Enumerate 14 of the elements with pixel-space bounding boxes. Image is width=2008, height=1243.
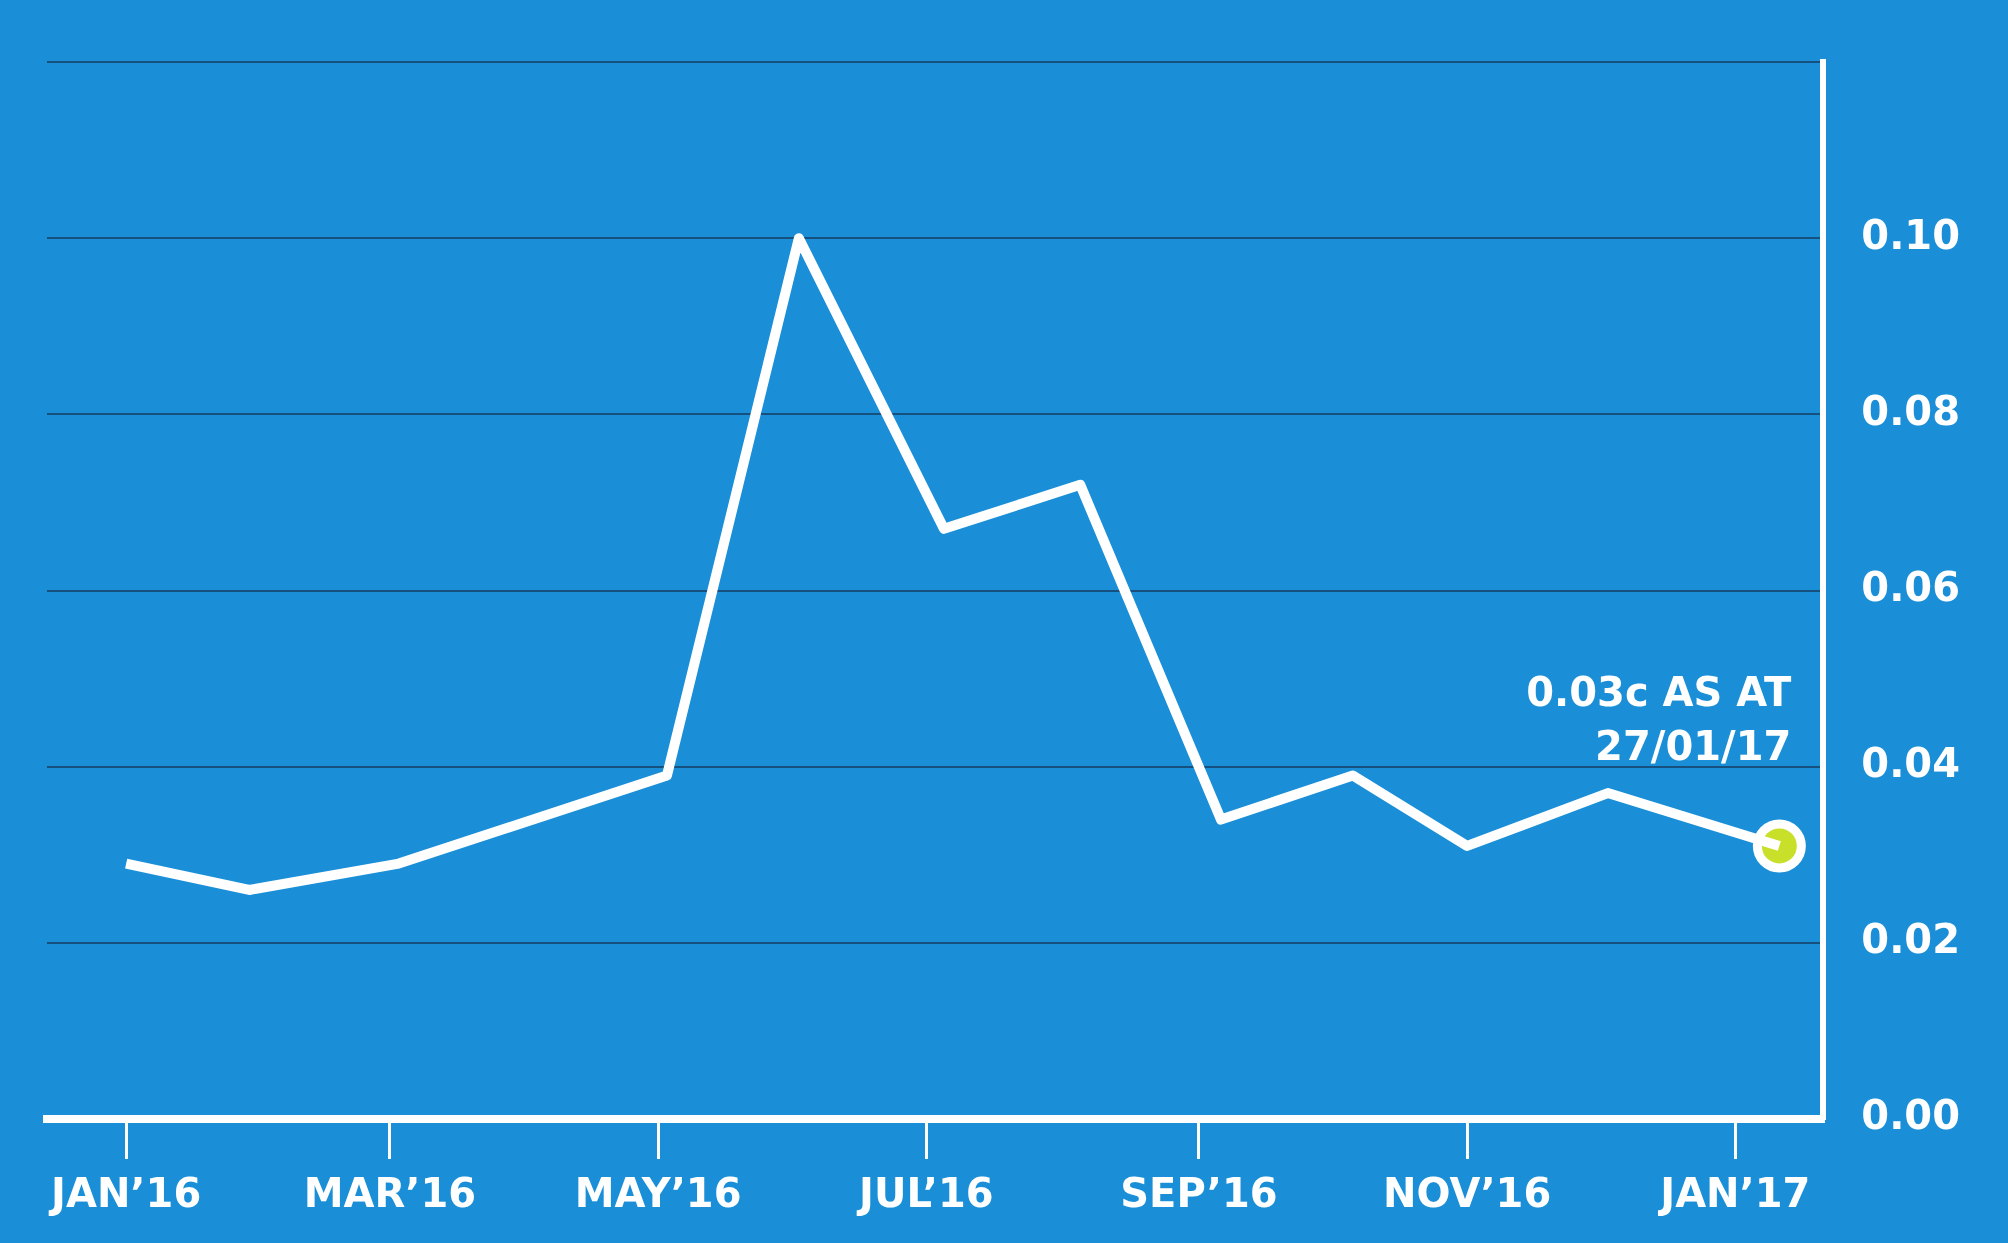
x-tick-label: JAN’17 [1657,1170,1811,1217]
x-tick-label: MAY’16 [574,1170,742,1217]
x-tick-label: JUL’16 [856,1170,994,1217]
annotation: 0.03c AS AT 27/01/17 [1526,668,1793,769]
x-tick-label: MAR’16 [303,1170,477,1217]
y-tick-label: 0.06 [1861,563,1961,610]
y-tick-label: 0.02 [1861,916,1961,963]
y-tick-label: 0.04 [1861,740,1961,787]
x-tick-label: NOV’16 [1383,1170,1552,1217]
y-tick-label: 0.00 [1861,1092,1961,1139]
y-tick-label: 0.10 [1861,211,1961,258]
x-tick-label: SEP’16 [1120,1170,1278,1217]
y-tick-label: 0.08 [1861,387,1961,434]
x-tick-label: JAN’16 [48,1170,202,1217]
